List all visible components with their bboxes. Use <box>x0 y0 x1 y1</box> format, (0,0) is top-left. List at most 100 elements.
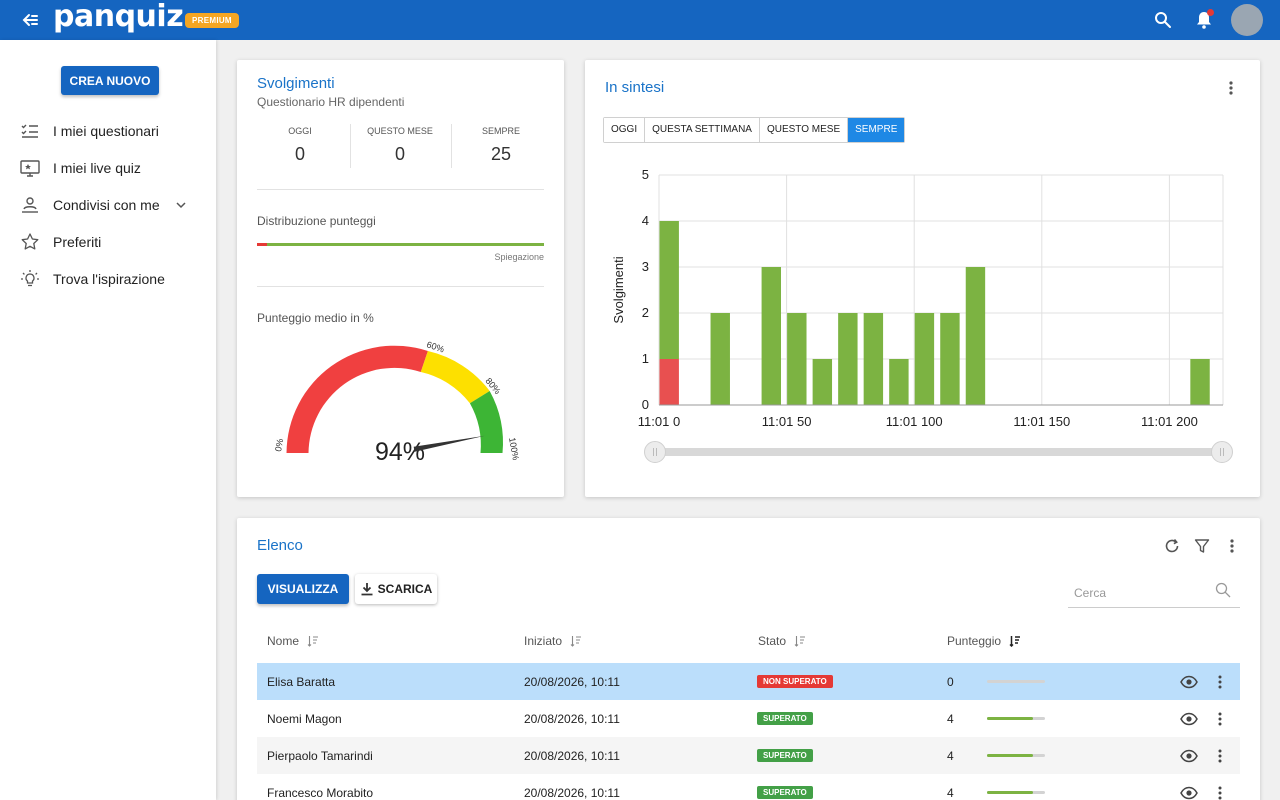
search-icon[interactable] <box>1154 11 1172 29</box>
stat-value: 0 <box>394 144 405 164</box>
x-tick-label: 11:01 150 <box>1013 414 1070 429</box>
create-new-button[interactable]: CREA NUOVO <box>61 66 159 95</box>
divider <box>257 189 544 190</box>
status-badge: NON SUPERATO <box>757 675 833 688</box>
sidebar-item-label: Preferiti <box>53 234 102 250</box>
distribution-caption[interactable]: Spiegazione <box>494 252 544 262</box>
download-button[interactable]: SCARICA <box>355 574 437 604</box>
column-header-status[interactable]: Stato <box>758 634 806 648</box>
table-row[interactable]: Pierpaolo Tamarindi 20/08/2026, 10:11 SU… <box>257 737 1240 774</box>
filter-today[interactable]: OGGI <box>604 118 646 142</box>
eye-icon[interactable] <box>1180 673 1198 691</box>
summary-subtitle: Questionario HR dipendenti <box>257 95 405 109</box>
sidebar-item-shared[interactable]: Condivisi con me <box>0 190 216 220</box>
score-bar-fill <box>987 791 1034 794</box>
top-bar: panquiz PREMIUM <box>0 0 1280 40</box>
cell-name: Noemi Magon <box>267 712 342 726</box>
gauge-label-0: 0% <box>273 438 285 453</box>
range-slider-track[interactable] <box>655 448 1223 456</box>
app-logo[interactable]: panquiz <box>53 0 184 34</box>
eye-icon[interactable] <box>1180 747 1198 765</box>
filter-this-month[interactable]: QUESTO MESE <box>759 118 849 142</box>
y-axis-label: Svolgimenti <box>611 256 626 323</box>
status-badge: SUPERATO <box>757 786 813 799</box>
back-arrow-icon[interactable] <box>20 10 40 30</box>
overview-title: In sintesi <box>605 79 665 96</box>
column-label: Punteggio <box>947 634 1002 648</box>
gauge-segment-green <box>469 391 503 453</box>
sidebar-item-favorites[interactable]: Preferiti <box>0 227 216 257</box>
stat-label: QUESTO MESE <box>367 126 433 136</box>
stat-month: QUESTO MESE 0 <box>352 126 448 165</box>
user-avatar[interactable] <box>1231 4 1263 36</box>
sidebar-item-label: Condivisi con me <box>53 197 160 213</box>
filter-always[interactable]: SEMPRE <box>848 118 905 142</box>
cell-score: 4 <box>947 712 954 726</box>
notification-dot <box>1207 9 1214 16</box>
sidebar-item-my-quizzes[interactable]: I miei questionari <box>0 116 216 146</box>
column-header-score[interactable]: Punteggio <box>947 634 1021 648</box>
table-row[interactable]: Francesco Morabito 20/08/2026, 10:11 SUP… <box>257 774 1240 800</box>
stat-today: OGGI 0 <box>252 126 348 165</box>
distribution-bar-pass <box>267 243 544 246</box>
eye-icon[interactable] <box>1180 784 1198 800</box>
column-header-name[interactable]: Nome <box>267 634 319 648</box>
table-row[interactable]: Noemi Magon 20/08/2026, 10:11 SUPERATO 4 <box>257 700 1240 737</box>
more-vert-icon[interactable] <box>1212 748 1228 764</box>
list-title: Elenco <box>257 537 303 554</box>
summary-card: Svolgimenti Questionario HR dipendenti O… <box>237 60 564 497</box>
refresh-icon[interactable] <box>1164 538 1180 554</box>
overview-card: In sintesi OGGI QUESTA SETTIMANA QUESTO … <box>585 60 1260 497</box>
chart-bar <box>710 313 730 405</box>
stat-value: 25 <box>490 144 512 164</box>
score-bar <box>987 754 1045 757</box>
table-row[interactable]: Elisa Baratta 20/08/2026, 10:11 NON SUPE… <box>257 663 1240 700</box>
gauge-segment-red <box>286 345 428 453</box>
search-input[interactable] <box>1068 578 1240 608</box>
more-vert-icon[interactable] <box>1223 80 1239 96</box>
status-badge: SUPERATO <box>757 749 813 762</box>
x-tick-label: 11:01 50 <box>762 414 812 429</box>
cell-started: 20/08/2026, 10:11 <box>524 675 620 689</box>
chart-bar <box>787 313 807 405</box>
premium-badge: PREMIUM <box>185 13 239 28</box>
sidebar-item-label: I miei questionari <box>53 123 159 139</box>
filter-this-week[interactable]: QUESTA SETTIMANA <box>645 118 760 142</box>
sidebar-item-live-quiz[interactable]: I miei live quiz <box>0 153 216 183</box>
gauge-value: 94% <box>375 438 425 466</box>
more-vert-icon[interactable] <box>1212 674 1228 690</box>
summary-title: Svolgimenti <box>257 75 335 92</box>
divider <box>350 124 351 168</box>
chart-bar <box>659 359 679 405</box>
column-label: Stato <box>758 634 787 648</box>
y-tick-label: 0 <box>642 397 649 412</box>
average-score-gauge: 0% 60% 80% 100% 94% <box>273 339 521 466</box>
more-vert-icon[interactable] <box>1212 711 1228 727</box>
range-slider-handle-left[interactable] <box>644 441 666 463</box>
sidebar-item-label: Trova l'ispirazione <box>53 271 165 287</box>
filter-icon[interactable] <box>1194 538 1210 554</box>
average-label: Punteggio medio in % <box>257 311 374 325</box>
star-icon <box>21 233 39 250</box>
score-bar <box>987 791 1045 794</box>
x-tick-label: 11:01 200 <box>1141 414 1198 429</box>
view-button[interactable]: VISUALIZZA <box>257 574 349 604</box>
sort-active-icon <box>1009 636 1021 647</box>
y-tick-label: 4 <box>642 213 649 228</box>
gauge-label-100: 100% <box>507 437 521 461</box>
range-slider-handle-right[interactable] <box>1211 441 1233 463</box>
y-tick-label: 2 <box>642 305 649 320</box>
more-vert-icon[interactable] <box>1224 538 1240 554</box>
search-icon[interactable] <box>1215 582 1231 598</box>
stat-value: 0 <box>294 144 305 164</box>
sidebar-item-inspiration[interactable]: Trova l'ispirazione <box>0 264 216 294</box>
column-header-started[interactable]: Iniziato <box>524 634 582 648</box>
eye-icon[interactable] <box>1180 710 1198 728</box>
sidebar-item-label: I miei live quiz <box>53 160 141 176</box>
y-tick-label: 5 <box>642 167 649 182</box>
gauge-needle <box>413 435 485 452</box>
chevron-down-icon[interactable] <box>174 198 188 212</box>
more-vert-icon[interactable] <box>1212 785 1228 800</box>
score-bar-fill <box>987 717 1034 720</box>
sort-icon <box>570 636 582 647</box>
